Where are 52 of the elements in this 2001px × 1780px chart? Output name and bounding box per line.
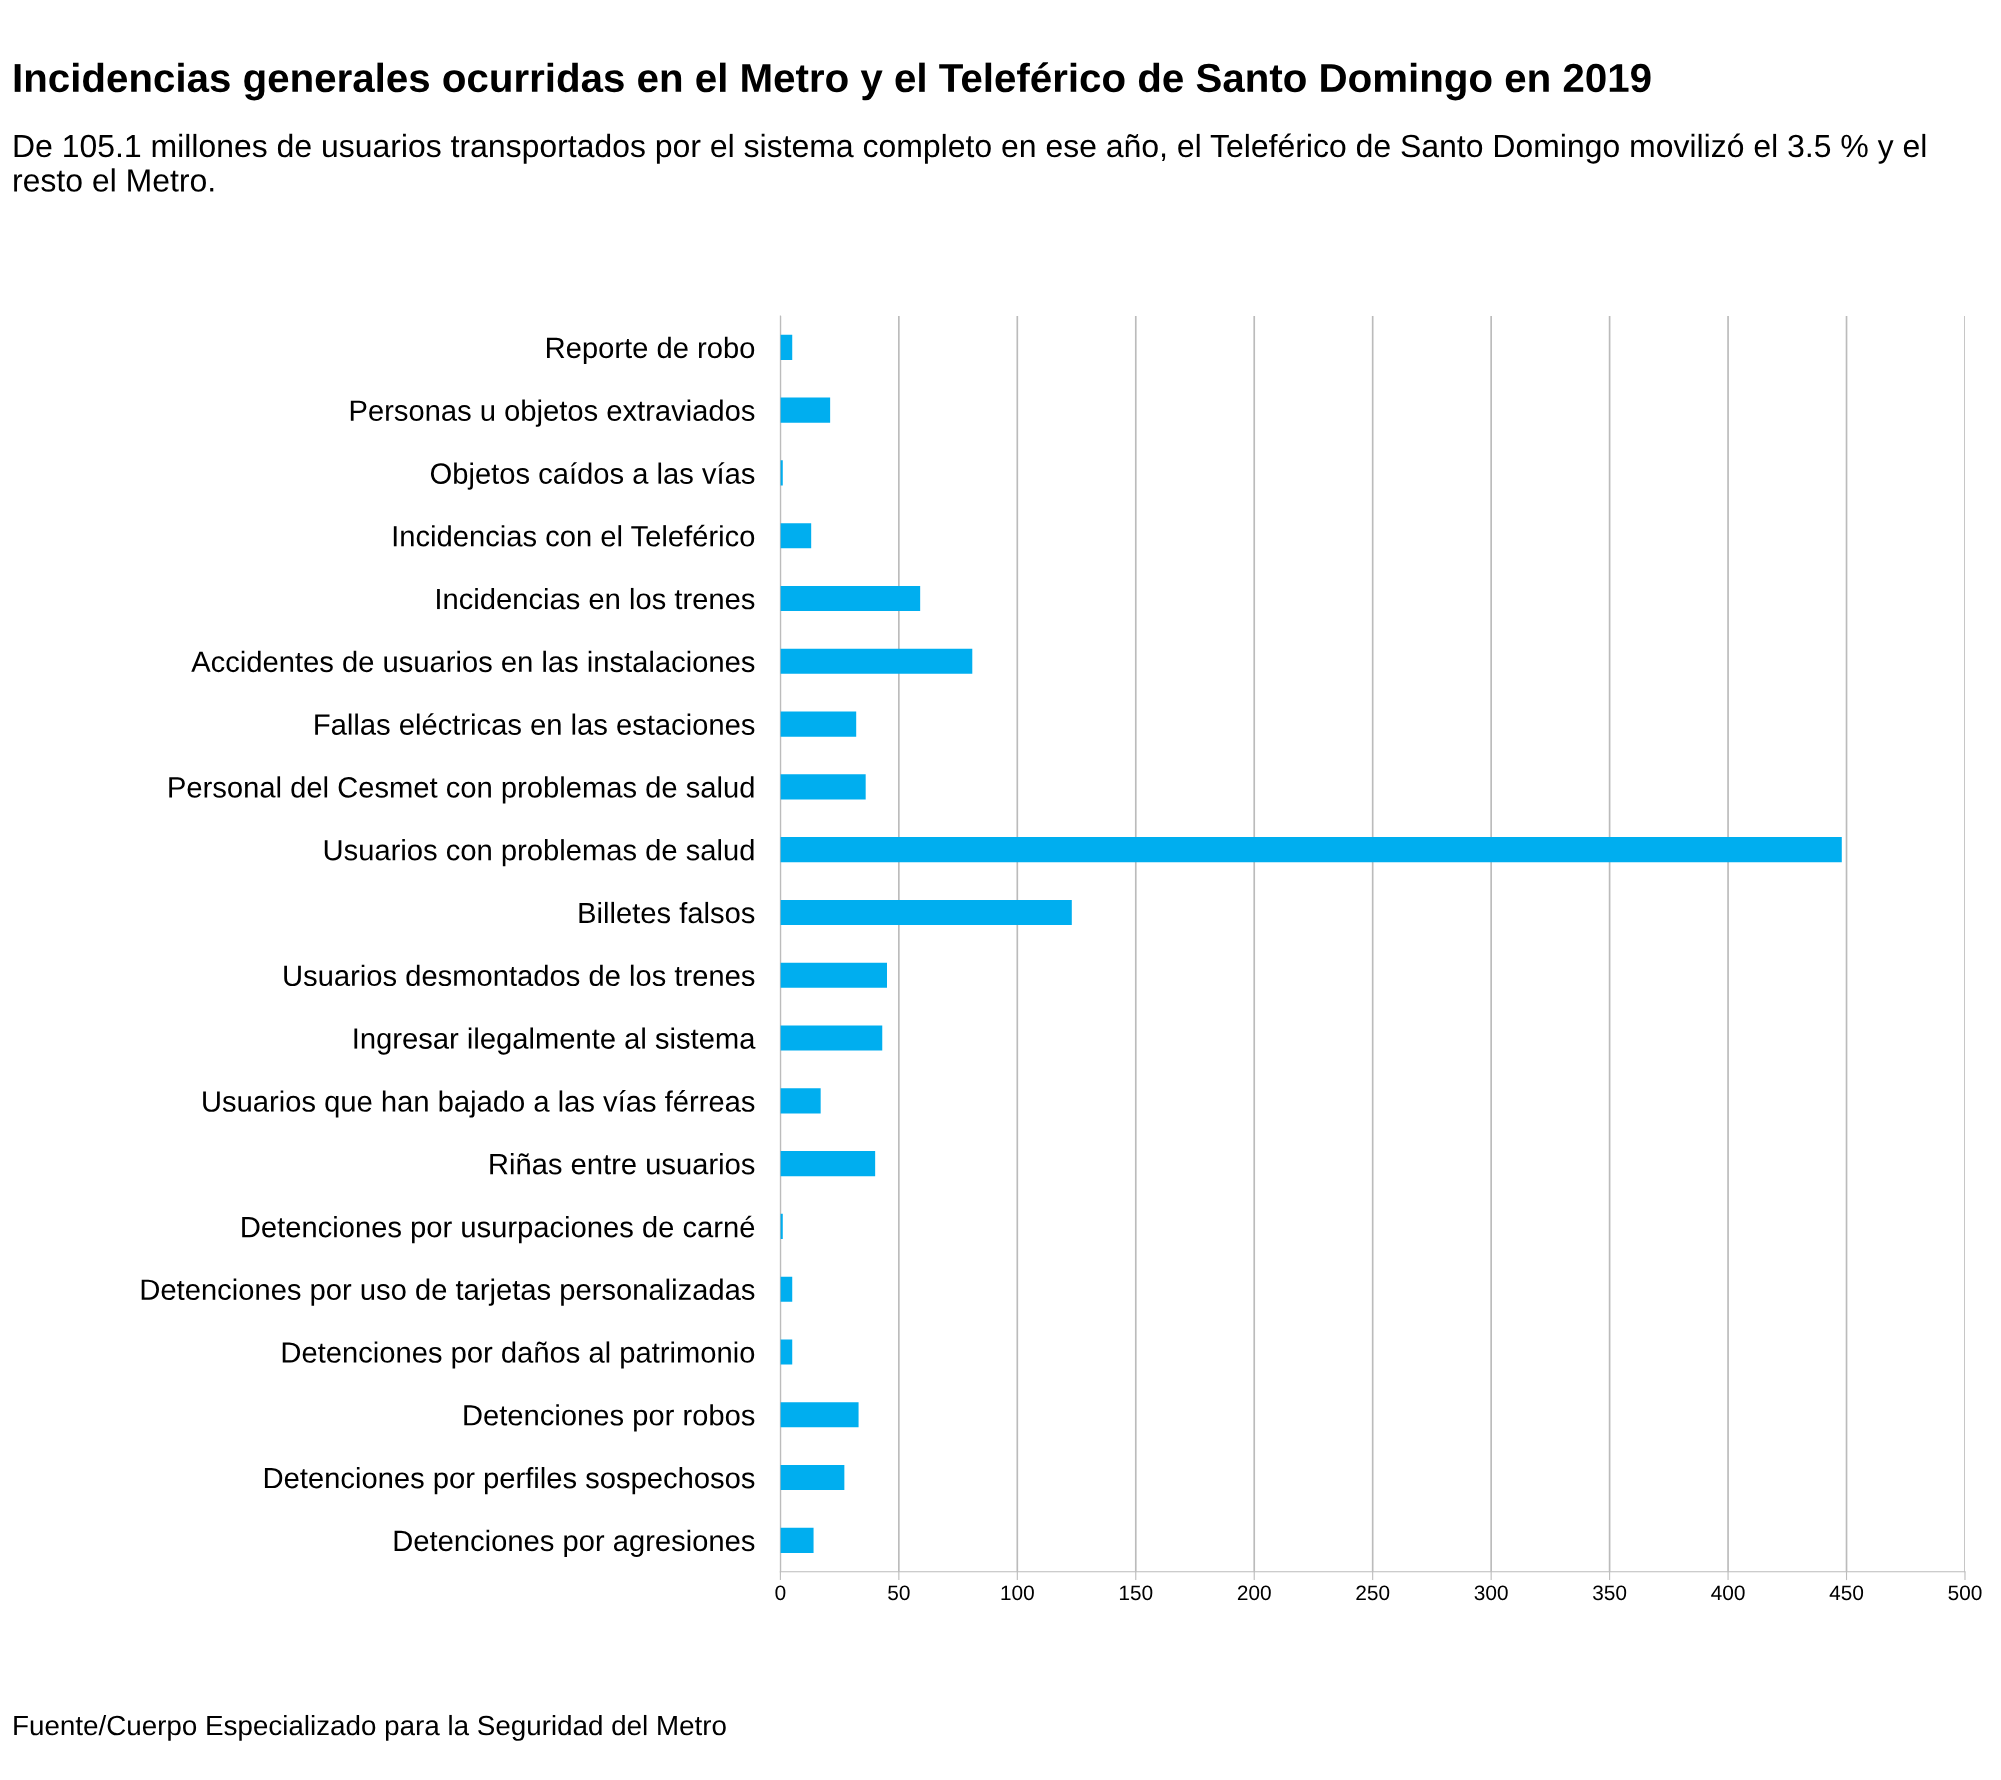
bar bbox=[780, 711, 857, 737]
y-tick-label: Personas u objetos extraviados bbox=[350, 399, 755, 427]
y-tick-label: Fallas eléctricas en las estaciones bbox=[315, 713, 755, 735]
x-tick-label: 100 bbox=[1001, 1585, 1034, 1601]
x-tick-label: 50 bbox=[888, 1585, 910, 1601]
y-tick-label: Billetes falsos bbox=[579, 901, 755, 924]
x-tick-label: 150 bbox=[1119, 1585, 1153, 1601]
y-tick-label: Usuarios con problemas de salud bbox=[324, 839, 754, 867]
bar bbox=[780, 648, 973, 674]
bar bbox=[780, 1025, 883, 1051]
source-note: Fuente/Cuerpo Especializado para la Seguridad del Metro bbox=[14, 1714, 726, 1741]
bar bbox=[780, 899, 1072, 926]
bar bbox=[780, 1339, 793, 1365]
x-tick-label: 450 bbox=[1829, 1585, 1864, 1601]
x-tick-label: 250 bbox=[1356, 1585, 1390, 1601]
bar bbox=[780, 1465, 845, 1491]
bar bbox=[780, 1527, 814, 1553]
y-tick-label: Riñas entre usuarios bbox=[490, 1153, 755, 1175]
bar bbox=[780, 585, 921, 612]
chart-title: Incidencias generales ocurridas en el Metro y el Teleférico de Santo Domingo en 2019 bbox=[14, 62, 1651, 101]
x-tick-label: 200 bbox=[1237, 1585, 1271, 1601]
y-tick-label: Usuarios que han bajado a las vías férreas bbox=[203, 1090, 755, 1118]
y-tick-label: Detenciones por daños al patrimonio bbox=[282, 1341, 755, 1369]
y-tick-label: Detenciones por agresiones bbox=[394, 1529, 755, 1557]
bar bbox=[780, 962, 887, 988]
x-tick-label: 350 bbox=[1593, 1585, 1627, 1601]
bar bbox=[780, 1402, 859, 1428]
y-tick-label: Accidentes de usuarios en las instalaciones bbox=[191, 650, 755, 673]
bar bbox=[780, 334, 793, 360]
bar bbox=[780, 1151, 876, 1177]
x-tick-label: 400 bbox=[1711, 1585, 1745, 1601]
y-tick-label: Incidencias con el Teleférico bbox=[393, 524, 755, 547]
x-tick-label: 500 bbox=[1948, 1585, 1982, 1601]
y-tick-label: Detenciones por uso de tarjetas personalizadas bbox=[141, 1278, 755, 1306]
bar bbox=[780, 397, 831, 423]
y-tick-label: Usuarios desmontados de los trenes bbox=[284, 964, 755, 987]
bar bbox=[780, 837, 1842, 863]
y-tick-label: Detenciones por perfiles sospechosos bbox=[264, 1466, 755, 1495]
y-tick-label: Objetos caídos a las vías bbox=[430, 462, 755, 490]
y-tick-label: Detenciones por usurpaciones de carné bbox=[242, 1215, 755, 1244]
y-tick-label: Ingresar ilegalmente al sistema bbox=[354, 1027, 756, 1055]
y-tick-label: Detenciones por robos bbox=[464, 1404, 755, 1432]
y-tick-label: Incidencias en los trenes bbox=[437, 587, 755, 610]
x-tick-label: 300 bbox=[1474, 1585, 1508, 1601]
bar bbox=[780, 1088, 821, 1114]
y-tick-label: Personal del Cesmet con problemas de salud bbox=[169, 776, 754, 804]
bar bbox=[780, 523, 812, 549]
bar bbox=[780, 1276, 793, 1302]
chart-subtitle: De 105.1 millones de usuarios transportados por el sistema completo en ese año, el Teleférico de Santo Domingo movilizó el 3.5 % y el resto el Metro. bbox=[14, 133, 1926, 192]
y-tick-label: Reporte de robo bbox=[547, 336, 755, 364]
x-tick-label: 0 bbox=[775, 1585, 786, 1601]
bar bbox=[780, 774, 866, 800]
